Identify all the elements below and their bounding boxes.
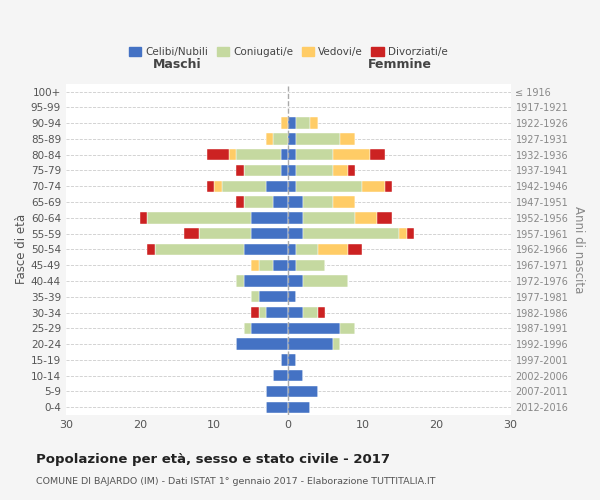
Bar	[333, 149, 370, 160]
Bar	[288, 322, 340, 334]
Bar	[236, 338, 288, 350]
Bar	[288, 354, 296, 366]
Bar	[288, 196, 303, 207]
Bar	[288, 291, 296, 302]
Bar	[281, 165, 288, 176]
Bar	[333, 338, 340, 350]
Bar	[259, 307, 266, 318]
Bar	[148, 212, 251, 224]
Bar	[340, 322, 355, 334]
Bar	[288, 402, 310, 413]
Bar	[296, 260, 325, 271]
Bar	[296, 134, 340, 144]
Bar	[236, 196, 244, 207]
Bar	[296, 244, 318, 255]
Bar	[303, 196, 333, 207]
Legend: Celibi/Nubili, Coniugati/e, Vedovi/e, Divorziati/e: Celibi/Nubili, Coniugati/e, Vedovi/e, Di…	[125, 42, 452, 61]
Bar	[288, 165, 296, 176]
Bar	[281, 118, 288, 129]
Bar	[184, 228, 199, 239]
Bar	[221, 180, 266, 192]
Bar	[266, 307, 288, 318]
Bar	[259, 291, 288, 302]
Bar	[281, 354, 288, 366]
Bar	[199, 228, 251, 239]
Bar	[296, 118, 310, 129]
Text: COMUNE DI BAJARDO (IM) - Dati ISTAT 1° gennaio 2017 - Elaborazione TUTTITALIA.IT: COMUNE DI BAJARDO (IM) - Dati ISTAT 1° g…	[36, 478, 436, 486]
Bar	[244, 322, 251, 334]
Y-axis label: Fasce di età: Fasce di età	[15, 214, 28, 284]
Bar	[333, 196, 355, 207]
Bar	[407, 228, 414, 239]
Bar	[244, 244, 288, 255]
Bar	[377, 212, 392, 224]
Bar	[274, 196, 288, 207]
Bar	[281, 149, 288, 160]
Bar	[266, 402, 288, 413]
Bar	[288, 276, 303, 286]
Bar	[207, 149, 229, 160]
Bar	[214, 180, 221, 192]
Bar	[148, 244, 155, 255]
Bar	[236, 165, 244, 176]
Bar	[303, 212, 355, 224]
Bar	[236, 149, 281, 160]
Bar	[303, 276, 347, 286]
Bar	[296, 165, 333, 176]
Bar	[318, 244, 347, 255]
Bar	[266, 134, 274, 144]
Bar	[288, 134, 296, 144]
Bar	[370, 149, 385, 160]
Bar	[140, 212, 148, 224]
Bar	[274, 134, 288, 144]
Bar	[251, 212, 288, 224]
Bar	[385, 180, 392, 192]
Bar	[288, 244, 296, 255]
Bar	[288, 370, 303, 382]
Bar	[288, 228, 303, 239]
Bar	[274, 260, 288, 271]
Bar	[288, 307, 303, 318]
Bar	[155, 244, 244, 255]
Bar	[251, 228, 288, 239]
Bar	[229, 149, 236, 160]
Bar	[288, 149, 296, 160]
Bar	[251, 291, 259, 302]
Bar	[347, 244, 362, 255]
Bar	[288, 212, 303, 224]
Bar	[340, 134, 355, 144]
Bar	[288, 260, 296, 271]
Text: Femmine: Femmine	[367, 58, 431, 71]
Bar	[288, 338, 333, 350]
Bar	[296, 180, 362, 192]
Bar	[251, 307, 259, 318]
Bar	[244, 276, 288, 286]
Bar	[244, 165, 281, 176]
Bar	[207, 180, 214, 192]
Text: Maschi: Maschi	[153, 58, 202, 71]
Bar	[266, 386, 288, 397]
Bar	[288, 386, 318, 397]
Bar	[318, 307, 325, 318]
Bar	[303, 307, 318, 318]
Bar	[296, 149, 333, 160]
Bar	[251, 260, 259, 271]
Bar	[288, 118, 296, 129]
Bar	[236, 276, 244, 286]
Bar	[347, 165, 355, 176]
Bar	[266, 180, 288, 192]
Bar	[251, 322, 288, 334]
Bar	[400, 228, 407, 239]
Bar	[244, 196, 274, 207]
Bar	[333, 165, 347, 176]
Bar	[303, 228, 400, 239]
Bar	[274, 370, 288, 382]
Y-axis label: Anni di nascita: Anni di nascita	[572, 206, 585, 293]
Bar	[259, 260, 274, 271]
Bar	[362, 180, 385, 192]
Bar	[355, 212, 377, 224]
Text: Popolazione per età, sesso e stato civile - 2017: Popolazione per età, sesso e stato civil…	[36, 452, 390, 466]
Bar	[310, 118, 318, 129]
Bar	[288, 180, 296, 192]
